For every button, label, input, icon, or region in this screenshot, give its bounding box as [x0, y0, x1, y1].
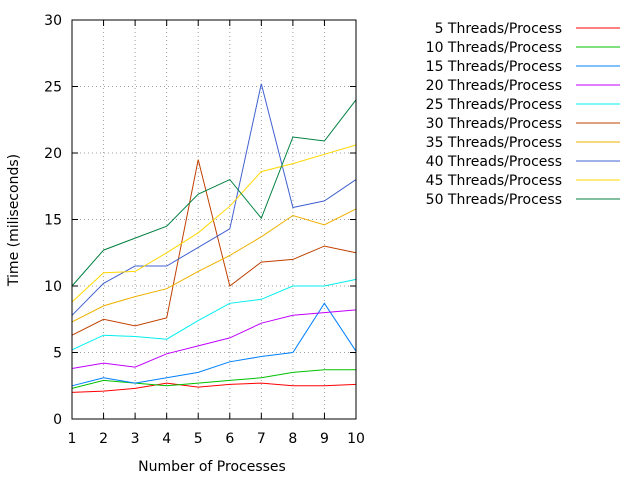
y-tick-label: 30	[44, 13, 62, 29]
series-line-8	[71, 83, 357, 316]
x-tick-label: 5	[194, 431, 203, 447]
x-tick-label: 4	[162, 431, 171, 447]
ticks-layer: 1 2 3 4 5 6 7 8 9 10 0 5 10 15 20 25 30	[44, 13, 365, 447]
series-line-9	[71, 144, 357, 303]
legend-label: 30 Threads/Process	[426, 116, 562, 132]
x-tick-label: 8	[288, 431, 297, 447]
legend-label: 5 Threads/Process	[435, 21, 562, 37]
x-tick-label: 6	[225, 431, 234, 447]
x-axis-label: Number of Processes	[138, 459, 286, 475]
legend-label: 15 Threads/Process	[426, 59, 562, 75]
y-tick-label: 15	[44, 213, 62, 229]
series-line-4	[71, 309, 357, 369]
series-line-5	[71, 278, 357, 351]
y-tick-label: 25	[44, 80, 62, 96]
x-tick-label: 10	[347, 431, 365, 447]
series-line-3	[71, 302, 357, 387]
x-tick-label: 7	[257, 431, 266, 447]
y-tick-label: 5	[53, 346, 62, 362]
legend-label: 45 Threads/Process	[426, 173, 562, 189]
legend-label: 20 Threads/Process	[426, 78, 562, 94]
x-tick-label: 1	[68, 431, 77, 447]
series-line-2	[71, 369, 356, 389]
legend-label: 25 Threads/Process	[426, 97, 562, 113]
legend-label: 50 Threads/Process	[426, 192, 562, 208]
series-line-6	[71, 159, 357, 336]
y-tick-label: 10	[44, 279, 62, 295]
y-axis-label: Time (miliseconds)	[6, 154, 22, 287]
x-tick-label: 9	[320, 431, 329, 447]
legend-label: 40 Threads/Process	[426, 154, 562, 170]
series-layer	[71, 83, 357, 393]
legend: 5 Threads/Process 10 Threads/Process 15 Th…	[426, 21, 620, 208]
legend-label: 10 Threads/Process	[426, 40, 562, 56]
x-tick-label: 2	[99, 431, 108, 447]
series-line-1	[71, 382, 357, 393]
series-line-10	[71, 99, 357, 287]
y-tick-label: 20	[44, 146, 62, 162]
y-tick-label: 0	[53, 412, 62, 428]
plot-frame	[71, 19, 357, 420]
legend-label: 35 Threads/Process	[426, 135, 562, 151]
series-line-7	[71, 208, 357, 323]
x-tick-label: 3	[131, 431, 140, 447]
